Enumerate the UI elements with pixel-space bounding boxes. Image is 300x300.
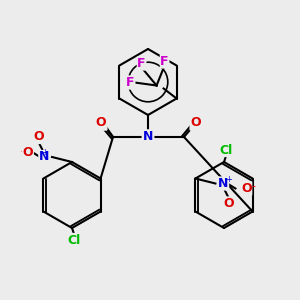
Text: O: O [223,197,234,210]
Text: O: O [191,116,201,130]
Text: O: O [23,146,33,158]
Text: Cl: Cl [219,143,232,157]
Text: O: O [34,130,44,143]
Text: F: F [126,76,135,89]
Text: +: + [225,175,232,184]
Text: -: - [251,182,255,191]
Text: N: N [39,151,49,164]
Text: F: F [137,57,146,70]
Text: Cl: Cl [68,233,81,247]
Text: O: O [96,116,106,130]
Text: +: + [41,148,48,157]
Text: -: - [20,146,24,156]
Text: F: F [160,55,169,68]
Text: O: O [241,182,252,195]
Text: N: N [143,130,153,143]
Text: N: N [218,177,229,190]
